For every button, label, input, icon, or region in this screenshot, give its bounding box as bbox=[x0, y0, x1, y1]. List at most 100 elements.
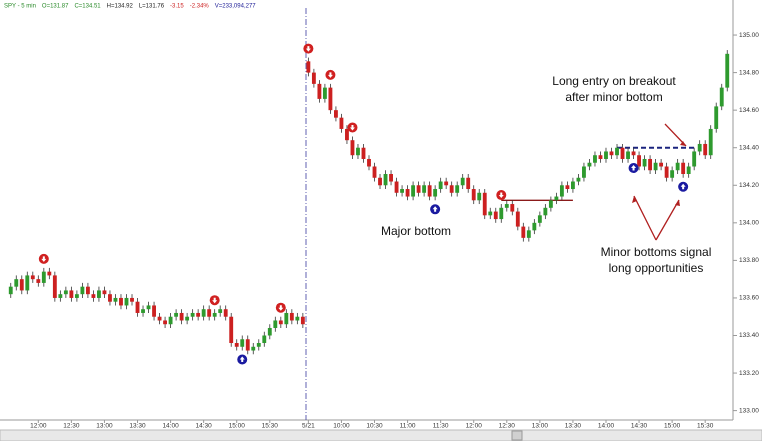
candle-body bbox=[510, 204, 515, 212]
candle-body bbox=[400, 189, 404, 193]
candle-body bbox=[372, 166, 377, 178]
candle-body bbox=[444, 181, 449, 186]
candle-body bbox=[598, 155, 603, 159]
x-tick-label: 13:30 bbox=[565, 423, 582, 430]
candle-body bbox=[378, 177, 382, 186]
candle-body bbox=[532, 222, 537, 231]
candle-body bbox=[256, 343, 261, 347]
y-tick-label: 133.40 bbox=[739, 332, 759, 339]
candle-body bbox=[664, 166, 669, 178]
candle-body bbox=[196, 312, 201, 317]
candle-body bbox=[499, 207, 504, 220]
candle-body bbox=[449, 185, 454, 193]
candle-body bbox=[361, 147, 366, 159]
candle-body bbox=[587, 162, 592, 167]
candle-body bbox=[631, 151, 636, 156]
candle-body bbox=[113, 297, 118, 302]
candle-body bbox=[179, 312, 184, 321]
candle-body bbox=[438, 181, 443, 190]
candle-body bbox=[554, 196, 559, 201]
header-item: -2.34% bbox=[190, 4, 210, 10]
candle-body bbox=[14, 279, 19, 287]
header-item: O=131.87 bbox=[42, 4, 69, 10]
y-tick-label: 134.00 bbox=[739, 220, 759, 227]
candle-body bbox=[284, 312, 289, 325]
candle-body bbox=[345, 128, 349, 141]
candle-body bbox=[245, 339, 250, 351]
candle-body bbox=[41, 271, 46, 283]
candle-body bbox=[108, 294, 112, 302]
candle-body bbox=[152, 305, 156, 317]
candle-body bbox=[91, 294, 96, 298]
y-tick-label: 134.60 bbox=[739, 107, 759, 114]
header-item: C=134.51 bbox=[74, 4, 101, 10]
candle-body bbox=[19, 279, 24, 291]
candle-body bbox=[416, 185, 421, 193]
candle-body bbox=[626, 151, 630, 159]
signal-arrow bbox=[680, 183, 686, 190]
candle-body bbox=[102, 290, 107, 295]
x-tick-label: 14:30 bbox=[631, 423, 648, 430]
candle-body bbox=[515, 211, 520, 227]
candle-body bbox=[405, 189, 410, 197]
signal-arrow bbox=[305, 46, 311, 52]
x-tick-label: 14:30 bbox=[196, 423, 213, 430]
candle-body bbox=[223, 309, 228, 317]
scrollbar[interactable] bbox=[0, 429, 762, 441]
annotation-arrow bbox=[633, 195, 680, 241]
candle-body bbox=[367, 158, 371, 167]
header-item: V=233,094,277 bbox=[215, 4, 257, 10]
x-tick-label: 11:30 bbox=[433, 423, 449, 430]
annotation: long opportunities bbox=[609, 261, 704, 275]
candle-body bbox=[63, 290, 68, 295]
candle-body bbox=[74, 294, 79, 298]
candle-body bbox=[130, 297, 134, 302]
candle-body bbox=[482, 192, 487, 216]
candle-body bbox=[25, 275, 30, 291]
candle-body bbox=[339, 117, 344, 129]
x-tick-label: 11:00 bbox=[400, 423, 416, 430]
y-tick-label: 133.20 bbox=[739, 370, 759, 377]
candle-body bbox=[52, 275, 57, 298]
candle-body bbox=[559, 185, 564, 197]
candle-body bbox=[306, 61, 311, 73]
scroll-thumb[interactable] bbox=[511, 430, 523, 441]
candle-body bbox=[85, 286, 90, 295]
candle-body bbox=[477, 192, 482, 201]
candle-body bbox=[526, 230, 531, 238]
x-tick-label: 12:00 bbox=[30, 423, 47, 430]
candle-body bbox=[334, 110, 338, 118]
candle-body bbox=[692, 151, 697, 167]
annotation: after minor bottom bbox=[565, 90, 662, 104]
candle-body bbox=[493, 211, 498, 220]
signal-arrow bbox=[498, 192, 504, 199]
signal-arrow bbox=[41, 256, 47, 262]
candle-body bbox=[58, 294, 63, 298]
x-tick-label: 5/21 bbox=[302, 423, 315, 430]
candle-body bbox=[240, 339, 245, 347]
annotation-arrowhead bbox=[680, 141, 686, 146]
annotation-arrowhead bbox=[632, 196, 680, 206]
candle-body bbox=[311, 72, 316, 84]
candle-body bbox=[719, 87, 724, 107]
candle-body bbox=[389, 174, 393, 182]
candle-body bbox=[488, 211, 493, 216]
header-item: L=131.76 bbox=[139, 4, 165, 10]
signal-arrow bbox=[239, 356, 245, 363]
x-tick-label: 14:00 bbox=[598, 423, 615, 430]
candle-body bbox=[648, 158, 653, 171]
candle-body bbox=[637, 155, 641, 167]
candle-body bbox=[328, 87, 333, 111]
candle-body bbox=[289, 312, 294, 321]
x-tick-label: 15:30 bbox=[697, 423, 714, 430]
candle-body bbox=[234, 343, 239, 347]
x-tick-label: 12:30 bbox=[499, 423, 516, 430]
x-tick-label: 14:00 bbox=[162, 423, 179, 430]
candle-body bbox=[427, 185, 432, 197]
x-tick-label: 12:00 bbox=[466, 423, 483, 430]
y-tick-label: 134.20 bbox=[739, 182, 759, 189]
annotation: Long entry on breakout bbox=[552, 74, 676, 88]
candle-body bbox=[460, 177, 465, 186]
candle-body bbox=[201, 309, 206, 317]
